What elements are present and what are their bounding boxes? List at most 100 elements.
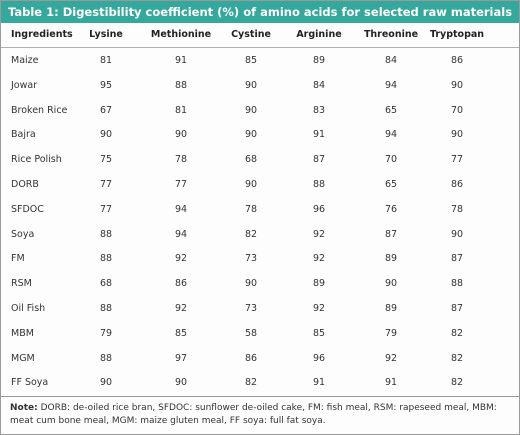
table-cell: 94	[174, 228, 188, 240]
table-cell: 92	[312, 303, 326, 314]
table-cell: 85	[174, 327, 188, 339]
table-cell: 91	[312, 377, 326, 389]
table-cell: 91	[174, 55, 188, 66]
column-header: Cystine	[231, 29, 271, 40]
table-cell: 88	[174, 79, 188, 91]
table-cell: 75	[99, 154, 113, 166]
table-cell: 87	[312, 154, 326, 166]
table-cell: 88	[99, 228, 113, 240]
table-cell: 89	[384, 303, 398, 314]
table-cell: 88	[312, 179, 326, 190]
table-cell: 58	[244, 327, 258, 339]
table-cell: 68	[99, 278, 113, 290]
table-cell: 90	[450, 228, 464, 240]
table-cell: 94	[384, 79, 398, 91]
table-cell: 70	[450, 104, 464, 116]
table-cell: 82	[244, 377, 258, 389]
table-cell: 77	[450, 154, 464, 166]
column-header: Arginine	[296, 29, 342, 40]
row-label: MBM	[11, 327, 34, 339]
table-cell: 88	[99, 303, 113, 314]
row-label: DORB	[11, 179, 39, 190]
table-cell: 88	[99, 253, 113, 265]
table-cell: 76	[384, 203, 398, 215]
table-cell: 84	[384, 55, 398, 66]
table: Ingredients Lysine Methionine Cystine Argini…	[1, 23, 519, 394]
row-label: Rice Polish	[11, 154, 62, 166]
table-cell: 92	[384, 352, 398, 364]
row-label: FM	[11, 253, 25, 265]
table-cell: 90	[244, 179, 258, 190]
table-cell: 90	[99, 129, 113, 141]
row-label: Jowar	[11, 79, 38, 91]
table-cell: 86	[450, 55, 464, 66]
column-header: Tryptopan	[429, 29, 485, 40]
table-cell: 85	[244, 55, 258, 66]
table-cell: 86	[174, 278, 188, 290]
table-title: Table 1: Digestibility coefficient (%) o…	[1, 1, 519, 23]
table-cell: 90	[450, 129, 464, 141]
table-cell: 88	[99, 352, 113, 364]
table-cell: 87	[450, 253, 464, 265]
table-cell: 86	[450, 179, 464, 190]
table-cell: 65	[384, 104, 398, 116]
table-cell: 94	[174, 203, 188, 215]
row-label: MGM	[11, 352, 35, 364]
table-cell: 67	[99, 104, 113, 116]
table-cell: 92	[174, 253, 188, 265]
table-cell: 92	[174, 303, 188, 314]
table-cell: 90	[99, 377, 113, 389]
column-header: Threonine	[363, 29, 419, 40]
table-cell: 79	[384, 327, 398, 339]
table-cell: 82	[244, 228, 258, 240]
table-cell: 91	[312, 129, 326, 141]
row-label: FF Soya	[11, 377, 49, 389]
table-cell: 90	[244, 79, 258, 91]
table-cell: 96	[312, 203, 326, 215]
note-text: DORB: de-oiled rice bran, SFDOC: sunflow…	[10, 403, 497, 426]
column-header: Ingredients	[11, 29, 73, 40]
table-cell: 90	[174, 129, 188, 141]
table-cell: 70	[384, 154, 398, 166]
table-cell: 96	[312, 352, 326, 364]
table-cell: 84	[312, 79, 326, 91]
table-cell: 90	[244, 129, 258, 141]
row-label: Broken Rice	[11, 104, 68, 116]
table-cell: 81	[99, 55, 113, 66]
table-cell: 81	[174, 104, 188, 116]
table-cell: 97	[174, 352, 188, 364]
table-cell: 68	[244, 154, 258, 166]
table-cell: 90	[244, 278, 258, 290]
table-cell: 90	[244, 104, 258, 116]
table-cell: 73	[244, 303, 258, 314]
table-cell: 92	[312, 228, 326, 240]
row-label: Maize	[11, 55, 39, 66]
table-cell: 78	[450, 203, 464, 215]
column-header: Methionine	[150, 29, 212, 40]
table-cell: 77	[174, 179, 188, 190]
header-separator	[1, 47, 519, 48]
table-cell: 87	[450, 303, 464, 314]
table-cell: 91	[384, 377, 398, 389]
table-cell: 85	[312, 327, 326, 339]
table-cell: 73	[244, 253, 258, 265]
table-cell: 94	[384, 129, 398, 141]
table-cell: 92	[312, 253, 326, 265]
row-label: RSM	[11, 278, 32, 290]
table-cell: 65	[384, 179, 398, 190]
table-cell: 88	[450, 278, 464, 290]
table-cell: 90	[384, 278, 398, 290]
table-cell: 79	[99, 327, 113, 339]
table-cell: 89	[312, 55, 326, 66]
table-cell: 90	[174, 377, 188, 389]
table-cell: 86	[244, 352, 258, 364]
table-cell: 87	[384, 228, 398, 240]
table-cell: 77	[99, 203, 113, 215]
table-cell: 83	[312, 104, 326, 116]
table-cell: 77	[99, 179, 113, 190]
table-cell: 89	[384, 253, 398, 265]
column-header: Lysine	[89, 29, 123, 40]
table-cell: 78	[174, 154, 188, 166]
table-cell: 78	[244, 203, 258, 215]
